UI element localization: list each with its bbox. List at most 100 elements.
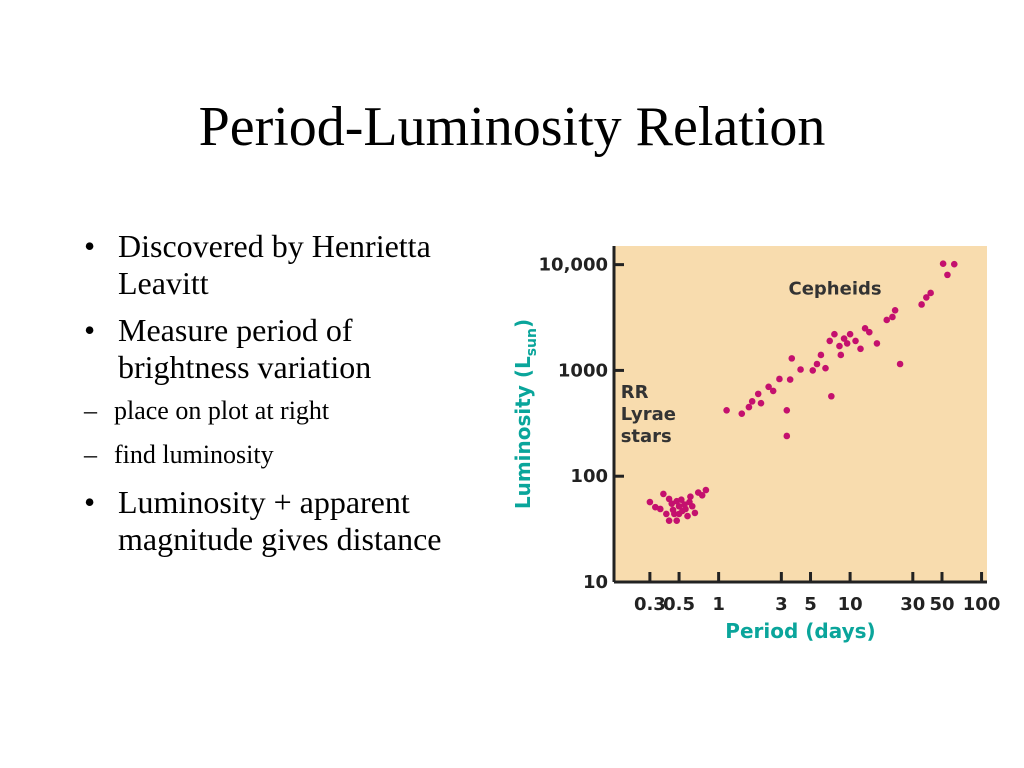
period-luminosity-chart: 10 100 1000 10,000 0.30.5 1 3 5 10 30 50 100 Cephei… [511, 246, 1001, 643]
x-tick-label: 50 [929, 594, 954, 615]
annotation-label: Cepheids [789, 279, 882, 300]
x-tick-label: 3 [775, 594, 788, 615]
data-point [757, 399, 765, 407]
data-point [822, 364, 829, 372]
data-point [918, 301, 925, 308]
data-point [748, 398, 756, 405]
data-point [843, 340, 851, 347]
data-point [809, 367, 817, 374]
data-point [745, 403, 753, 411]
chart-marks [646, 260, 958, 524]
plot-background [614, 246, 987, 582]
y-axis-label: Luminosity (Lsun) [511, 319, 540, 509]
data-point [950, 260, 958, 268]
bullet-list: • Discovered by Henrietta Leavitt • Meas… [80, 228, 460, 568]
data-point [723, 406, 730, 414]
data-point [939, 260, 947, 268]
bullet-text: Measure period of brightness variation [118, 312, 372, 385]
annotation-label: RR [621, 382, 649, 403]
y-axis-label-subscript: sun [524, 328, 540, 356]
series-group [646, 486, 710, 524]
data-point [828, 392, 835, 400]
series-group [723, 260, 958, 440]
y-axis-label-main: Luminosity (L [511, 356, 535, 509]
sub-bullet-item: – find luminosity [80, 440, 460, 470]
data-point [776, 375, 783, 383]
annotation-label: Lyrae [621, 404, 676, 425]
x-tick-label: 30 [900, 594, 925, 615]
data-point [837, 351, 845, 359]
y-tick-label: 10,000 [539, 255, 608, 276]
data-point [836, 342, 843, 350]
data-point [944, 271, 951, 279]
data-point [883, 316, 891, 324]
data-point [813, 360, 821, 368]
data-point [786, 376, 794, 383]
sub-bullet-list: – place on plot at right – find luminosi… [80, 396, 460, 470]
data-point [927, 289, 934, 297]
y-tick-label: 1000 [558, 360, 608, 381]
data-point [668, 500, 676, 507]
y-tick-label: 100 [570, 466, 608, 487]
data-point [677, 496, 685, 503]
data-point [817, 351, 825, 359]
data-point [688, 502, 696, 510]
data-point [797, 366, 804, 373]
data-point [682, 505, 689, 513]
data-point [923, 294, 930, 301]
x-axis-label: Period (days) [725, 619, 875, 643]
data-point [840, 335, 848, 342]
bullet-dot-icon: • [84, 484, 96, 520]
bullet-item: • Discovered by Henrietta Leavitt [80, 228, 460, 302]
x-tick-label: 1 [712, 594, 725, 615]
data-point [660, 490, 667, 498]
data-point [861, 325, 869, 332]
data-point [896, 360, 904, 368]
data-point [675, 502, 683, 510]
dash-icon: – [84, 440, 97, 469]
data-point [788, 355, 796, 362]
data-point [891, 307, 899, 314]
data-point [765, 383, 772, 391]
data-point [684, 512, 691, 520]
data-point [783, 406, 791, 414]
dash-icon: – [84, 396, 97, 425]
bullet-text: Discovered by Henrietta Leavitt [118, 228, 431, 301]
y-tick-label: 10 [583, 572, 608, 593]
sub-bullet-text: find luminosity [114, 440, 274, 469]
y-axis-label-close: ) [511, 319, 535, 328]
data-point [652, 503, 659, 511]
data-point [826, 337, 834, 345]
data-point [846, 330, 854, 338]
bullet-dot-icon: • [84, 228, 96, 264]
data-point [889, 313, 896, 321]
data-point [670, 510, 678, 518]
sub-bullet-text: place on plot at right [114, 396, 330, 425]
data-point [656, 505, 664, 513]
data-point [769, 387, 777, 395]
bullet-text: Luminosity + apparent magnitude gives di… [118, 484, 442, 557]
slide-title: Period-Luminosity Relation [198, 96, 826, 158]
data-point [738, 410, 746, 417]
sub-bullet-item: – place on plot at right [80, 396, 460, 426]
data-point [663, 510, 670, 518]
data-point [691, 509, 699, 517]
bullet-item: • Measure period of brightness variation [80, 312, 460, 386]
x-tick-label: 0.5 [663, 594, 695, 615]
data-point [665, 517, 673, 524]
bullet-dot-icon: • [84, 312, 96, 348]
data-point [783, 432, 791, 440]
data-point [866, 328, 873, 336]
data-point [702, 486, 710, 494]
data-point [698, 492, 706, 499]
data-point [687, 493, 694, 501]
x-tick-label: 100 [963, 594, 1001, 615]
annotation-label: stars [621, 426, 672, 447]
data-point [857, 345, 864, 353]
data-point [754, 390, 762, 398]
x-tick-label: 5 [804, 594, 817, 615]
data-point [673, 517, 681, 524]
x-tick-label: 0.3 [634, 594, 666, 615]
data-point [852, 337, 859, 345]
